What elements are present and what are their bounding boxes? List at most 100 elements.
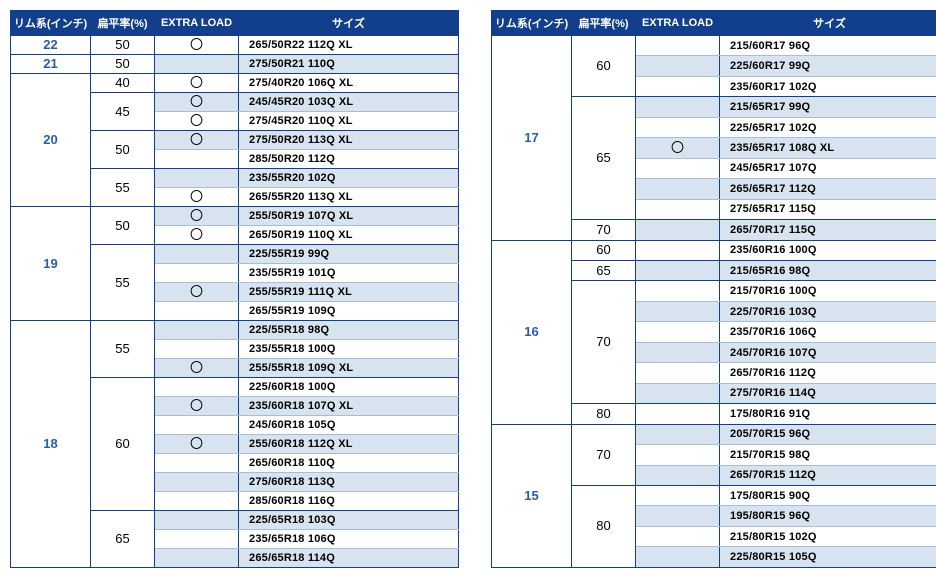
ratio-cell: 60 (91, 378, 155, 511)
extra-load-cell (155, 416, 239, 435)
size-cell: 235/55R20 102Q (239, 169, 459, 188)
size-cell: 235/60R17 102Q (720, 76, 936, 96)
header-row: リム系(インチ) 扁平率(%) EXTRA LOAD サイズ (492, 11, 936, 36)
size-cell: 265/55R20 113Q XL (239, 188, 459, 207)
rim-cell: 15 (492, 424, 572, 567)
size-cell: 265/60R18 110Q (239, 454, 459, 473)
size-cell: 225/60R18 100Q (239, 378, 459, 397)
extra-load-cell (636, 281, 720, 301)
extra-load-cell (155, 169, 239, 188)
ratio-cell: 80 (572, 404, 636, 424)
size-cell: 215/60R17 96Q (720, 36, 936, 56)
ratio-cell: 50 (91, 207, 155, 245)
extra-load-cell: 〇 (155, 207, 239, 226)
extra-load-cell (155, 378, 239, 397)
extra-load-cell (155, 473, 239, 492)
extra-load-cell (636, 199, 720, 219)
extra-load-cell (636, 56, 720, 76)
ratio-cell: 55 (91, 321, 155, 378)
size-cell: 225/65R17 102Q (720, 117, 936, 137)
header-extra: EXTRA LOAD (636, 11, 720, 36)
table-row: 1660235/60R16 100Q (492, 240, 936, 260)
size-cell: 255/55R18 109Q XL (239, 359, 459, 378)
size-cell: 265/65R18 114Q (239, 549, 459, 568)
extra-load-cell (636, 97, 720, 117)
size-cell: 275/70R16 114Q (720, 383, 936, 403)
size-cell: 235/70R16 106Q (720, 322, 936, 342)
size-cell: 215/70R16 100Q (720, 281, 936, 301)
extra-load-cell: 〇 (155, 36, 239, 55)
extra-load-cell (636, 342, 720, 362)
header-size: サイズ (720, 11, 936, 36)
extra-load-cell (636, 179, 720, 199)
extra-load-cell (155, 321, 239, 340)
extra-load-cell: 〇 (155, 397, 239, 416)
tables-wrap: リム系(インチ) 扁平率(%) EXTRA LOAD サイズ 2250〇265/… (10, 10, 926, 568)
size-cell: 235/60R16 100Q (720, 240, 936, 260)
extra-load-cell (636, 36, 720, 56)
extra-load-cell: 〇 (155, 74, 239, 93)
header-ratio: 扁平率(%) (572, 11, 636, 36)
size-cell: 285/50R20 112Q (239, 150, 459, 169)
size-cell: 255/50R19 107Q XL (239, 207, 459, 226)
rim-cell: 21 (11, 55, 91, 74)
size-cell: 195/80R15 96Q (720, 506, 936, 526)
ratio-cell: 70 (572, 424, 636, 485)
size-cell: 265/70R16 112Q (720, 363, 936, 383)
table-row: 2150275/50R21 110Q (11, 55, 459, 74)
size-cell: 235/65R18 106Q (239, 530, 459, 549)
extra-load-cell (155, 150, 239, 169)
size-cell: 265/70R17 115Q (720, 220, 936, 240)
rim-cell: 19 (11, 207, 91, 321)
size-cell: 215/65R16 98Q (720, 260, 936, 280)
size-cell: 275/50R20 113Q XL (239, 131, 459, 150)
extra-load-cell (155, 245, 239, 264)
size-cell: 265/70R15 112Q (720, 465, 936, 485)
header-ratio: 扁平率(%) (91, 11, 155, 36)
ratio-cell: 50 (91, 131, 155, 169)
header-size: サイズ (239, 11, 459, 36)
extra-load-cell (636, 117, 720, 137)
size-cell: 275/40R20 106Q XL (239, 74, 459, 93)
ratio-cell: 50 (91, 55, 155, 74)
extra-load-cell (636, 301, 720, 321)
tire-table-right: リム系(インチ) 扁平率(%) EXTRA LOAD サイズ 1760215/6… (491, 10, 936, 568)
size-cell: 175/80R15 90Q (720, 485, 936, 505)
extra-load-cell: 〇 (155, 226, 239, 245)
extra-load-cell (636, 322, 720, 342)
extra-load-cell: 〇 (155, 435, 239, 454)
size-cell: 245/60R18 105Q (239, 416, 459, 435)
size-cell: 225/80R15 105Q (720, 547, 936, 568)
size-cell: 275/65R17 115Q (720, 199, 936, 219)
extra-load-cell (155, 264, 239, 283)
size-cell: 225/55R19 99Q (239, 245, 459, 264)
ratio-cell: 55 (91, 169, 155, 207)
rim-cell: 17 (492, 36, 572, 241)
size-cell: 225/70R16 103Q (720, 301, 936, 321)
table-row: 2250〇265/50R22 112Q XL (11, 36, 459, 55)
extra-load-cell (155, 454, 239, 473)
extra-load-cell (636, 220, 720, 240)
table-row: 1760215/60R17 96Q (492, 36, 936, 56)
rim-cell: 18 (11, 321, 91, 568)
extra-load-cell: 〇 (155, 188, 239, 207)
header-row: リム系(インチ) 扁平率(%) EXTRA LOAD サイズ (11, 11, 459, 36)
header-extra: EXTRA LOAD (155, 11, 239, 36)
tbody-left: 2250〇265/50R22 112Q XL2150275/50R21 110Q… (11, 36, 459, 568)
extra-load-cell (155, 302, 239, 321)
rim-cell: 16 (492, 240, 572, 424)
ratio-cell: 60 (572, 36, 636, 97)
size-cell: 235/55R18 100Q (239, 340, 459, 359)
ratio-cell: 65 (91, 511, 155, 568)
extra-load-cell (636, 506, 720, 526)
size-cell: 215/80R15 102Q (720, 526, 936, 546)
ratio-cell: 50 (91, 36, 155, 55)
size-cell: 245/45R20 103Q XL (239, 93, 459, 112)
tire-table-left: リム系(インチ) 扁平率(%) EXTRA LOAD サイズ 2250〇265/… (10, 10, 459, 568)
size-cell: 265/50R22 112Q XL (239, 36, 459, 55)
size-cell: 235/65R17 108Q XL (720, 138, 936, 158)
size-cell: 175/80R16 91Q (720, 404, 936, 424)
extra-load-cell (636, 158, 720, 178)
size-cell: 225/65R18 103Q (239, 511, 459, 530)
header-rim: リム系(インチ) (492, 11, 572, 36)
